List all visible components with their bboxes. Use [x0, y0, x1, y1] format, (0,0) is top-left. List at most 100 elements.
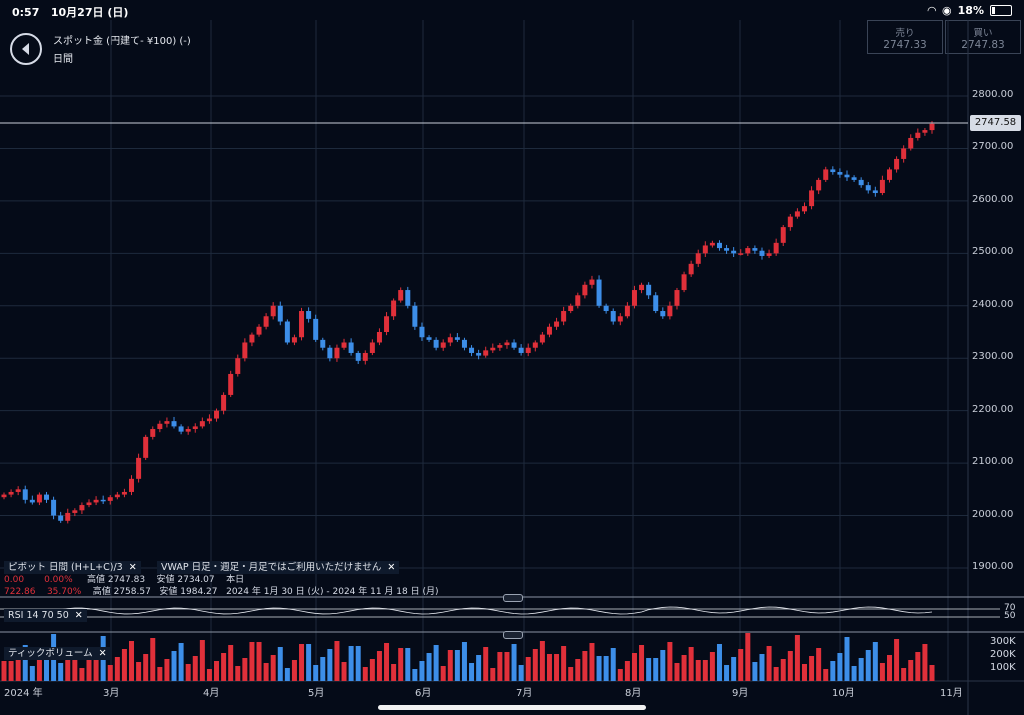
volume-bar [837, 653, 843, 681]
candle [709, 242, 715, 246]
volume-label: ティックボリューム [8, 648, 93, 659]
candle [688, 263, 694, 275]
volume-bar [143, 654, 149, 681]
volume-bar [709, 652, 715, 681]
candle [759, 250, 765, 256]
volume-bar [306, 644, 312, 681]
candle [660, 311, 666, 317]
candle [263, 316, 269, 327]
candle [29, 499, 35, 503]
volume-bar [497, 652, 503, 681]
volume-bar [327, 649, 333, 681]
volume-tag[interactable]: ティックボリューム ✕ [4, 641, 111, 660]
candle [143, 436, 149, 458]
candle [568, 305, 574, 312]
volume-bar [915, 652, 921, 681]
candle [681, 274, 687, 291]
volume-bar [454, 650, 460, 681]
volume-bar [681, 655, 687, 681]
volume-bar [724, 665, 730, 681]
volume-bar [631, 653, 637, 681]
candle [157, 423, 163, 430]
resize-handle-2[interactable] [503, 631, 523, 639]
volume-bar [277, 647, 283, 681]
volume-bar [121, 649, 127, 681]
volume-bar [376, 651, 382, 681]
y-tick-label: 2300.00 [972, 351, 1014, 363]
candle [235, 358, 241, 374]
candle [129, 478, 135, 492]
volume-bar [313, 665, 319, 681]
candle [178, 426, 184, 432]
volume-bar [922, 644, 928, 681]
volume-bar [816, 648, 822, 681]
x-tick-label: 10月 [832, 688, 855, 699]
volume-bar [136, 662, 142, 681]
volume-bar [518, 665, 524, 681]
candle [780, 227, 786, 243]
volume-bar [171, 651, 177, 681]
sell-label: 売り [895, 28, 915, 39]
candle [22, 489, 28, 500]
close-icon[interactable]: ✕ [74, 610, 83, 621]
wifi-icon: ◠ [927, 4, 937, 17]
candle [391, 300, 397, 317]
buy-quote-button[interactable]: 買い 2747.83 [945, 20, 1021, 54]
candle [497, 345, 503, 348]
rsi-tag[interactable]: RSI 14 70 50 ✕ [4, 603, 87, 622]
candle [731, 250, 737, 254]
volume-bar [44, 650, 50, 681]
period-label: 日間 [53, 54, 73, 65]
volume-bar [469, 663, 475, 681]
candle [426, 337, 432, 340]
candle [150, 429, 156, 437]
candle [610, 311, 616, 322]
candle [121, 491, 127, 495]
current-price-label: 2747.58 [970, 115, 1021, 131]
volume-bar [355, 646, 361, 681]
volume-bar [787, 651, 793, 681]
volume-bar [440, 666, 446, 681]
volume-level-100k: 100K [990, 662, 1016, 673]
x-tick-label: 6月 [415, 688, 432, 699]
volume-bar [426, 653, 432, 681]
volume-bar [405, 648, 411, 681]
close-icon[interactable]: ✕ [387, 562, 396, 573]
candle [327, 347, 333, 359]
volume-bar [348, 646, 354, 681]
volume-bar [483, 647, 489, 681]
volume-bar [624, 661, 630, 681]
volume-bar [433, 645, 439, 681]
volume-bar [249, 642, 255, 681]
candle [858, 179, 864, 186]
pivot-tag[interactable]: ピボット 日間 (H+L+C)/3 ✕ [4, 555, 141, 574]
candle [348, 342, 354, 353]
candle [639, 284, 645, 291]
volume-bar [242, 658, 248, 681]
sell-quote-button[interactable]: 売り 2747.33 [867, 20, 943, 54]
vwap-tag[interactable]: VWAP 日足・週足・月足ではご利用いただけません ✕ [157, 555, 400, 574]
close-icon[interactable]: ✕ [128, 562, 137, 573]
candle [249, 334, 255, 343]
resize-handle-1[interactable] [503, 594, 523, 602]
candle [561, 311, 567, 322]
volume-bar [93, 652, 99, 681]
volume-level-300k: 300K [990, 636, 1016, 647]
y-tick-label: 2400.00 [972, 298, 1014, 310]
close-icon[interactable]: ✕ [98, 648, 107, 659]
x-tick-label: 2024 年 [4, 688, 43, 699]
back-button[interactable] [10, 33, 42, 65]
y-tick-label: 2500.00 [972, 246, 1014, 258]
candle [100, 499, 106, 502]
volume-bar [766, 646, 772, 681]
candle [582, 284, 588, 296]
volume-bar [731, 657, 737, 681]
candle [242, 342, 248, 359]
rsi-line [3, 606, 933, 615]
volume-bar [809, 656, 815, 681]
volume-bar [660, 650, 666, 681]
home-indicator[interactable] [378, 705, 646, 710]
candle [440, 342, 446, 348]
back-arrow-icon [22, 43, 29, 55]
